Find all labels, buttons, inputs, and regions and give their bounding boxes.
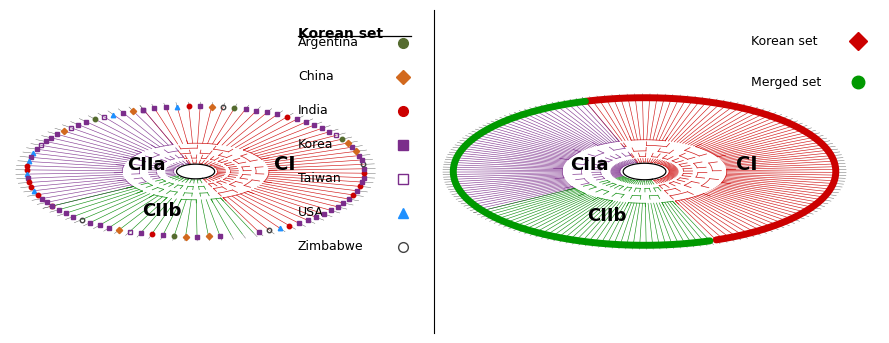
- Text: Korean set: Korean set: [298, 27, 383, 42]
- Text: Korean set: Korean set: [751, 35, 818, 48]
- Text: CIIb: CIIb: [588, 207, 627, 225]
- Text: Argentina: Argentina: [298, 36, 359, 49]
- Text: CIIa: CIIa: [570, 156, 609, 174]
- Text: India: India: [298, 104, 329, 117]
- Text: CIIb: CIIb: [142, 202, 181, 220]
- Text: Zimbabwe: Zimbabwe: [298, 240, 364, 253]
- Text: CI: CI: [736, 155, 757, 174]
- Text: Taiwan: Taiwan: [298, 172, 340, 185]
- Text: Korea: Korea: [298, 138, 333, 151]
- Text: CI: CI: [274, 155, 295, 174]
- Text: USA: USA: [298, 206, 324, 219]
- Text: China: China: [298, 70, 333, 83]
- Text: Merged set: Merged set: [751, 76, 821, 89]
- Text: CIIa: CIIa: [127, 156, 166, 174]
